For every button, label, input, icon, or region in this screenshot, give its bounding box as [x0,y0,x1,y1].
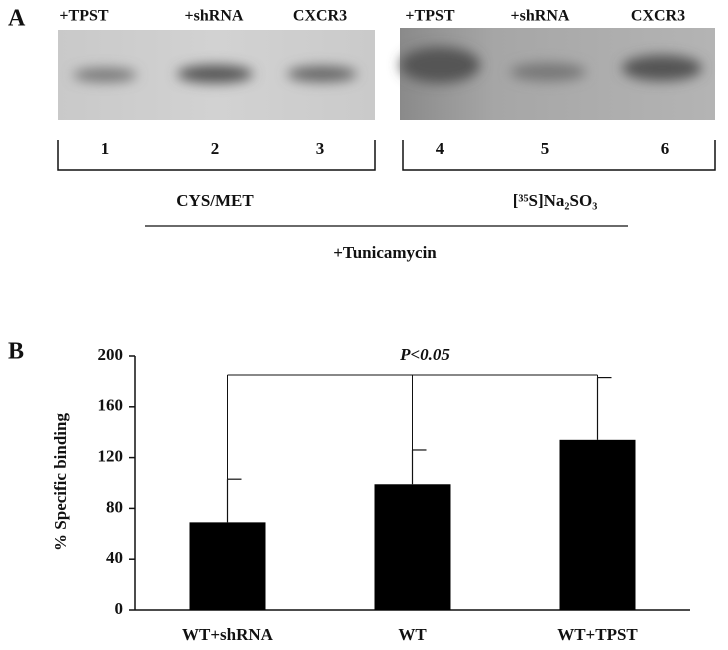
bracket [57,140,376,171]
lane-number: 4 [436,139,445,158]
bar [374,484,451,610]
y-tick-label: 80 [106,497,123,516]
y-tick-label: 0 [115,599,124,618]
x-tick-label: WT [398,625,427,644]
bar [189,522,266,610]
bracket [402,140,716,171]
lane-label: +TPST [405,8,454,25]
lane-label: +shRNA [511,8,570,25]
band [287,66,357,82]
x-tick-label: WT+TPST [557,625,638,644]
panel-label: A [8,6,26,32]
y-tick-label: 40 [106,548,123,567]
panel-label: B [8,339,24,365]
y-tick-label: 160 [98,396,124,415]
y-tick-label: 120 [98,447,124,466]
lane-number: 1 [101,139,110,158]
band [510,63,586,81]
y-axis-label: % Specific binding [51,413,70,551]
lane-number: 2 [211,139,220,158]
group-label: [³⁵S]Na₂SO₃ [513,191,598,210]
annotation: P<0.05 [399,345,450,364]
treatment-label: +Tunicamycin [333,243,437,262]
lane-number: 6 [661,139,670,158]
band [73,68,137,82]
lane-number: 3 [316,139,325,158]
group-label: CYS/MET [176,191,254,210]
lane-label: CXCR3 [631,8,685,25]
band [177,65,253,83]
lane-number: 5 [541,139,550,158]
band [622,55,702,81]
y-tick-label: 200 [98,345,124,364]
lane-label: CXCR3 [293,8,347,25]
x-tick-label: WT+shRNA [182,625,274,644]
lane-label: +shRNA [185,8,244,25]
lane-label: +TPST [59,8,108,25]
bar [559,439,636,610]
band [400,47,480,83]
